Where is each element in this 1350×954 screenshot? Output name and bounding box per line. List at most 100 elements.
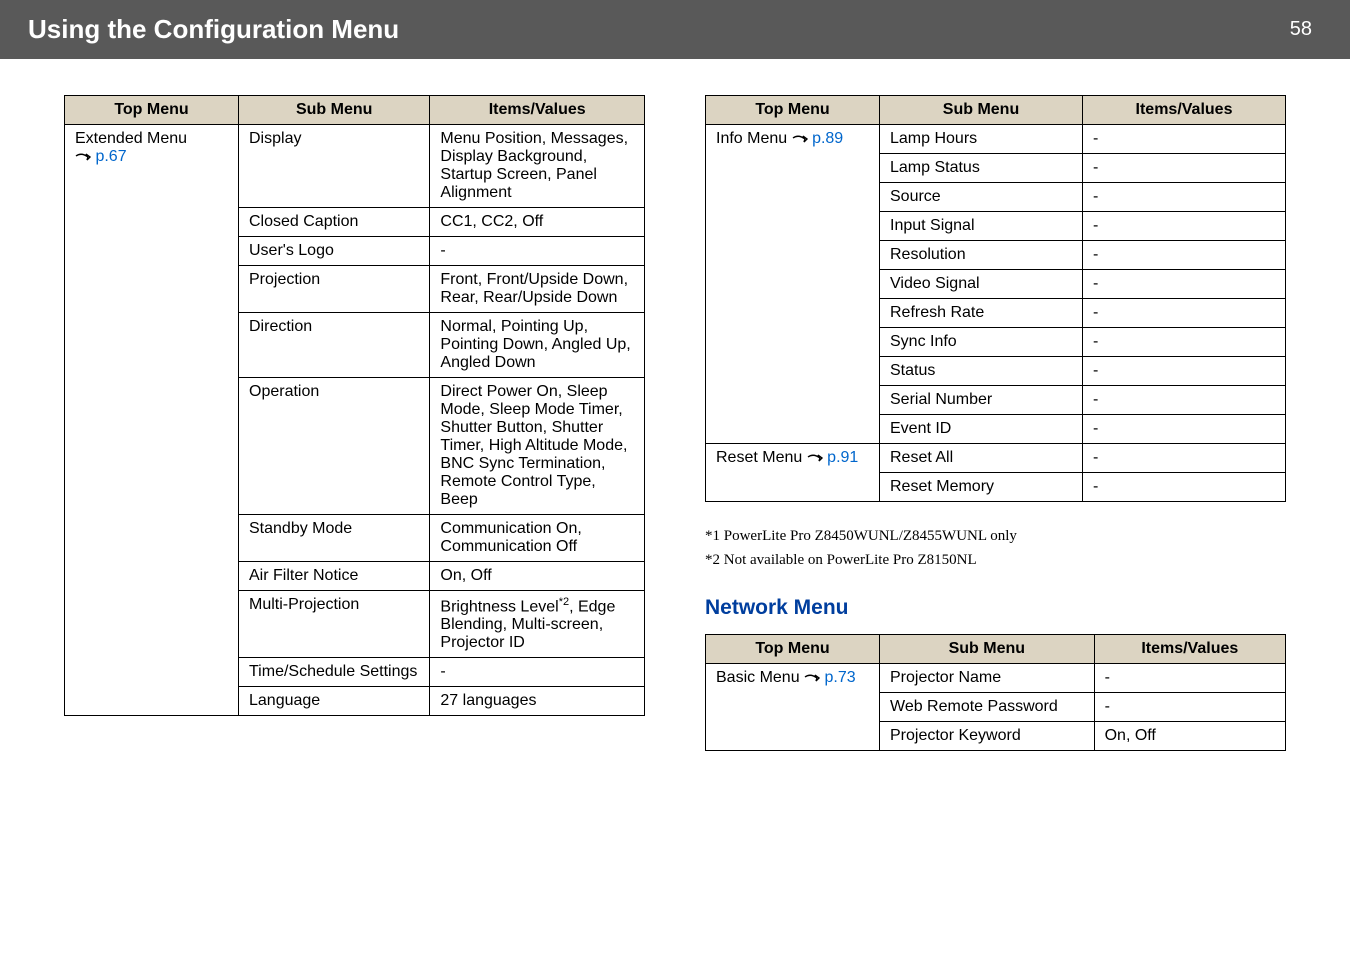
- submenu-cell: Standby Mode: [239, 515, 430, 562]
- values-cell: On, Off: [430, 562, 645, 591]
- page-ref-link[interactable]: p.67: [95, 148, 126, 165]
- header-bar: Using the Configuration Menu 58: [0, 0, 1350, 59]
- th-sub-menu: Sub Menu: [880, 96, 1083, 125]
- values-sup: *2: [559, 596, 569, 608]
- table-header-row: Top Menu Sub Menu Items/Values: [706, 96, 1286, 125]
- table-row: Basic Menu p.73 Projector Name -: [706, 664, 1286, 693]
- extended-menu-table: Top Menu Sub Menu Items/Values Extended …: [64, 95, 645, 716]
- submenu-cell: Lamp Status: [880, 154, 1083, 183]
- th-top-menu: Top Menu: [65, 96, 239, 125]
- submenu-cell: Lamp Hours: [880, 125, 1083, 154]
- submenu-cell: Source: [880, 183, 1083, 212]
- submenu-cell: Operation: [239, 378, 430, 515]
- values-cell: -: [1083, 415, 1286, 444]
- th-top-menu: Top Menu: [706, 635, 880, 664]
- page-number: 58: [1290, 18, 1322, 41]
- table-header-row: Top Menu Sub Menu Items/Values: [65, 96, 645, 125]
- info-reset-menu-table: Top Menu Sub Menu Items/Values Info Menu…: [705, 95, 1286, 502]
- topmenu-label: Basic Menu: [716, 669, 804, 686]
- pointer-icon: [804, 671, 820, 689]
- submenu-cell: Projector Name: [880, 664, 1095, 693]
- submenu-cell: Serial Number: [880, 386, 1083, 415]
- values-cell: -: [1094, 664, 1285, 693]
- topmenu-label: Extended Menu: [75, 130, 187, 147]
- topmenu-label: Reset Menu: [716, 449, 807, 466]
- values-cell: Brightness Level*2, Edge Blending, Multi…: [430, 591, 645, 658]
- topmenu-label: Info Menu: [716, 130, 792, 147]
- values-cell: -: [1083, 125, 1286, 154]
- footnote-1: *1 PowerLite Pro Z8450WUNL/Z8455WUNL onl…: [705, 524, 1286, 548]
- table-header-row: Top Menu Sub Menu Items/Values: [706, 635, 1286, 664]
- values-cell: -: [430, 658, 645, 687]
- pointer-icon: [75, 150, 91, 168]
- submenu-cell: Multi-Projection: [239, 591, 430, 658]
- pointer-icon: [807, 451, 823, 469]
- footnotes: *1 PowerLite Pro Z8450WUNL/Z8455WUNL onl…: [705, 524, 1286, 572]
- th-top-menu: Top Menu: [706, 96, 880, 125]
- submenu-cell: Air Filter Notice: [239, 562, 430, 591]
- left-column: Top Menu Sub Menu Items/Values Extended …: [64, 95, 645, 751]
- submenu-cell: Direction: [239, 313, 430, 378]
- values-cell: -: [1083, 154, 1286, 183]
- page-title: Using the Configuration Menu: [28, 14, 399, 45]
- network-menu-table: Top Menu Sub Menu Items/Values Basic Men…: [705, 634, 1286, 751]
- values-cell: Menu Position, Messages, Display Backgro…: [430, 125, 645, 208]
- submenu-cell: Status: [880, 357, 1083, 386]
- values-cell: 27 languages: [430, 687, 645, 716]
- th-items-values: Items/Values: [1094, 635, 1285, 664]
- values-cell: -: [1083, 473, 1286, 502]
- page-ref-link[interactable]: p.73: [825, 669, 856, 686]
- topmenu-cell: Basic Menu p.73: [706, 664, 880, 751]
- table-row: Extended Menu p.67 Display Menu Position…: [65, 125, 645, 208]
- submenu-cell: Refresh Rate: [880, 299, 1083, 328]
- values-cell: Front, Front/Upside Down, Rear, Rear/Ups…: [430, 266, 645, 313]
- submenu-cell: Sync Info: [880, 328, 1083, 357]
- topmenu-cell: Reset Menu p.91: [706, 444, 880, 502]
- submenu-cell: Input Signal: [880, 212, 1083, 241]
- th-items-values: Items/Values: [1083, 96, 1286, 125]
- footnote-2: *2 Not available on PowerLite Pro Z8150N…: [705, 548, 1286, 572]
- submenu-cell: Web Remote Password: [880, 693, 1095, 722]
- table-row: Reset Menu p.91 Reset All -: [706, 444, 1286, 473]
- topmenu-cell: Info Menu p.89: [706, 125, 880, 444]
- values-cell: -: [1083, 241, 1286, 270]
- submenu-cell: Language: [239, 687, 430, 716]
- th-sub-menu: Sub Menu: [880, 635, 1095, 664]
- submenu-cell: Reset All: [880, 444, 1083, 473]
- values-cell: CC1, CC2, Off: [430, 208, 645, 237]
- values-cell: -: [1083, 444, 1286, 473]
- submenu-cell: Reset Memory: [880, 473, 1083, 502]
- topmenu-cell: Extended Menu p.67: [65, 125, 239, 716]
- values-cell: Direct Power On, Sleep Mode, Sleep Mode …: [430, 378, 645, 515]
- page-ref-link[interactable]: p.91: [827, 449, 858, 466]
- values-cell: -: [1083, 357, 1286, 386]
- section-heading-network: Network Menu: [705, 596, 1286, 620]
- submenu-cell: Time/Schedule Settings: [239, 658, 430, 687]
- submenu-cell: Resolution: [880, 241, 1083, 270]
- submenu-cell: Projector Keyword: [880, 722, 1095, 751]
- th-items-values: Items/Values: [430, 96, 645, 125]
- submenu-cell: Video Signal: [880, 270, 1083, 299]
- right-column: Top Menu Sub Menu Items/Values Info Menu…: [705, 95, 1286, 751]
- th-sub-menu: Sub Menu: [239, 96, 430, 125]
- values-cell: -: [430, 237, 645, 266]
- submenu-cell: User's Logo: [239, 237, 430, 266]
- table-row: Info Menu p.89 Lamp Hours -: [706, 125, 1286, 154]
- values-cell: -: [1083, 386, 1286, 415]
- submenu-cell: Projection: [239, 266, 430, 313]
- values-text: Brightness Level: [440, 598, 558, 615]
- values-cell: -: [1083, 328, 1286, 357]
- values-cell: -: [1094, 693, 1285, 722]
- submenu-cell: Closed Caption: [239, 208, 430, 237]
- values-cell: Communication On, Communication Off: [430, 515, 645, 562]
- values-cell: -: [1083, 270, 1286, 299]
- values-cell: -: [1083, 299, 1286, 328]
- pointer-icon: [792, 132, 808, 150]
- submenu-cell: Event ID: [880, 415, 1083, 444]
- values-cell: On, Off: [1094, 722, 1285, 751]
- page-ref-link[interactable]: p.89: [812, 130, 843, 147]
- submenu-cell: Display: [239, 125, 430, 208]
- values-cell: -: [1083, 212, 1286, 241]
- values-cell: -: [1083, 183, 1286, 212]
- values-cell: Normal, Pointing Up, Pointing Down, Angl…: [430, 313, 645, 378]
